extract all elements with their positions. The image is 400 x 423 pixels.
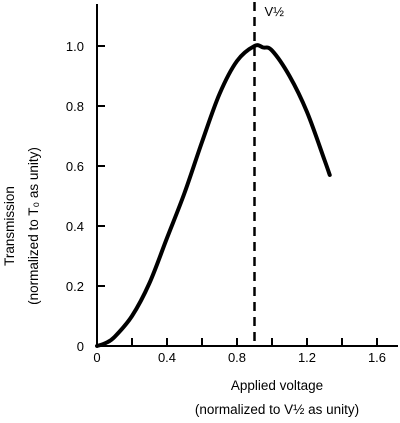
x-tick-label: 1.2	[298, 350, 316, 365]
reference-line-group: V½	[253, 2, 285, 346]
x-tick-label: 0.8	[228, 350, 246, 365]
v-half-label: V½	[265, 4, 285, 19]
x-tick-label: 0.4	[158, 350, 176, 365]
x-axis-title-line2: (normalized to V½ as unity)	[195, 402, 359, 417]
y-tick-label: 0.6	[66, 159, 84, 174]
x-axis-title-line1: Applied voltage	[231, 378, 323, 393]
x-tick-label: 1.6	[368, 350, 386, 365]
y-axis-title-line1: Transmission	[2, 186, 17, 266]
y-tick-label: 0.8	[66, 99, 84, 114]
transmission-curve	[95, 43, 332, 348]
y-axis-title-line2: (normalized to T₀ as unity)	[26, 147, 41, 305]
y-tick-label: 0	[77, 339, 84, 354]
axes	[96, 4, 398, 347]
ticks: 0 0.4 0.8 1.2 1.6 0 0.2 0.4 0.6 0.8 1.0	[66, 39, 386, 365]
series-group	[95, 43, 332, 348]
y-tick-label: 0.4	[66, 219, 84, 234]
y-tick-label: 0.2	[66, 279, 84, 294]
x-tick-label: 0	[93, 350, 100, 365]
y-tick-label: 1.0	[66, 39, 84, 54]
